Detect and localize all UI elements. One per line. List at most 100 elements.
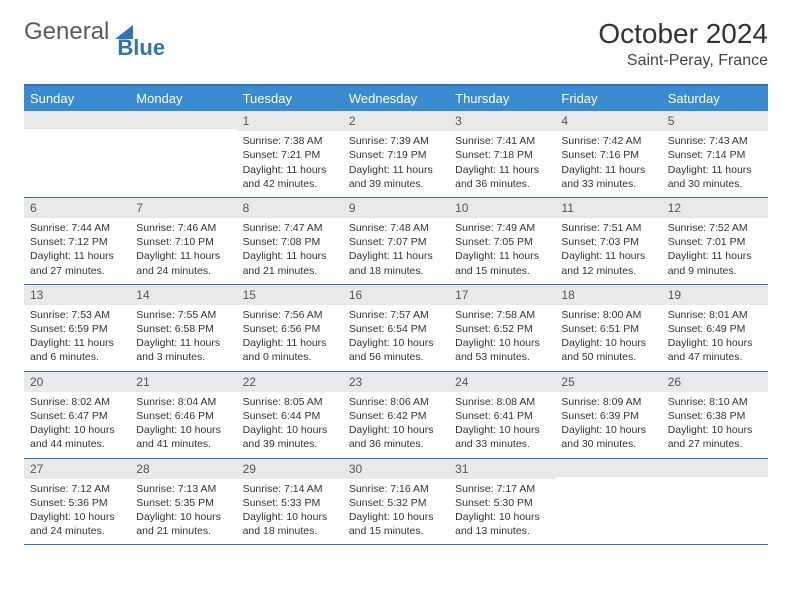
day-body: Sunrise: 8:02 AMSunset: 6:47 PMDaylight:… [24,392,130,458]
day-cell: 12Sunrise: 7:52 AMSunset: 7:01 PMDayligh… [662,198,768,284]
day-body [555,477,661,529]
daylight-text: Daylight: 10 hours and 24 minutes. [30,510,124,538]
daylight-text: Daylight: 11 hours and 3 minutes. [136,336,230,364]
sunset-text: Sunset: 6:58 PM [136,322,230,336]
day-number: 24 [449,372,555,392]
day-number: 21 [130,372,236,392]
day-number: 9 [343,198,449,218]
sunrise-text: Sunrise: 7:51 AM [561,221,655,235]
day-body: Sunrise: 7:52 AMSunset: 7:01 PMDaylight:… [662,218,768,284]
daylight-text: Daylight: 10 hours and 36 minutes. [349,423,443,451]
day-number: 11 [555,198,661,218]
day-cell: 15Sunrise: 7:56 AMSunset: 6:56 PMDayligh… [237,285,343,371]
day-body: Sunrise: 7:38 AMSunset: 7:21 PMDaylight:… [237,131,343,197]
day-cell: 5Sunrise: 7:43 AMSunset: 7:14 PMDaylight… [662,111,768,197]
day-body: Sunrise: 7:43 AMSunset: 7:14 PMDaylight:… [662,131,768,197]
day-cell: 25Sunrise: 8:09 AMSunset: 6:39 PMDayligh… [555,372,661,458]
day-number: 6 [24,198,130,218]
daylight-text: Daylight: 11 hours and 33 minutes. [561,163,655,191]
day-number: 16 [343,285,449,305]
day-body [24,129,130,181]
sunrise-text: Sunrise: 7:44 AM [30,221,124,235]
day-number: 5 [662,111,768,131]
sunset-text: Sunset: 7:19 PM [349,148,443,162]
sunset-text: Sunset: 7:18 PM [455,148,549,162]
sunset-text: Sunset: 5:30 PM [455,496,549,510]
location-label: Saint-Peray, France [598,52,768,70]
day-body [662,477,768,529]
day-number: 29 [237,459,343,479]
sunset-text: Sunset: 7:16 PM [561,148,655,162]
logo-text-blue: Blue [117,35,165,61]
day-body: Sunrise: 7:57 AMSunset: 6:54 PMDaylight:… [343,305,449,371]
daylight-text: Daylight: 10 hours and 21 minutes. [136,510,230,538]
day-cell: 1Sunrise: 7:38 AMSunset: 7:21 PMDaylight… [237,111,343,197]
day-body: Sunrise: 7:44 AMSunset: 7:12 PMDaylight:… [24,218,130,284]
sunrise-text: Sunrise: 7:39 AM [349,134,443,148]
day-number [662,459,768,477]
week-row: 1Sunrise: 7:38 AMSunset: 7:21 PMDaylight… [24,111,768,198]
daylight-text: Daylight: 10 hours and 39 minutes. [243,423,337,451]
sunset-text: Sunset: 6:52 PM [455,322,549,336]
day-number: 28 [130,459,236,479]
logo: General Blue [24,18,163,46]
sunrise-text: Sunrise: 8:00 AM [561,308,655,322]
day-body: Sunrise: 8:01 AMSunset: 6:49 PMDaylight:… [662,305,768,371]
daylight-text: Daylight: 11 hours and 30 minutes. [668,163,762,191]
daylight-text: Daylight: 11 hours and 18 minutes. [349,249,443,277]
day-cell: 24Sunrise: 8:08 AMSunset: 6:41 PMDayligh… [449,372,555,458]
sunrise-text: Sunrise: 8:01 AM [668,308,762,322]
day-body: Sunrise: 7:13 AMSunset: 5:35 PMDaylight:… [130,479,236,545]
day-header-cell: Monday [130,86,236,111]
day-header-cell: Thursday [449,86,555,111]
sunset-text: Sunset: 6:49 PM [668,322,762,336]
day-cell: 9Sunrise: 7:48 AMSunset: 7:07 PMDaylight… [343,198,449,284]
day-cell [662,459,768,545]
sunset-text: Sunset: 6:39 PM [561,409,655,423]
day-cell: 30Sunrise: 7:16 AMSunset: 5:32 PMDayligh… [343,459,449,545]
calendar: SundayMondayTuesdayWednesdayThursdayFrid… [24,84,768,545]
header: General Blue October 2024 Saint-Peray, F… [24,18,768,70]
day-body [130,129,236,181]
day-body: Sunrise: 7:51 AMSunset: 7:03 PMDaylight:… [555,218,661,284]
day-number: 12 [662,198,768,218]
sunset-text: Sunset: 5:35 PM [136,496,230,510]
daylight-text: Daylight: 11 hours and 9 minutes. [668,249,762,277]
sunset-text: Sunset: 6:38 PM [668,409,762,423]
sunset-text: Sunset: 7:14 PM [668,148,762,162]
day-cell: 28Sunrise: 7:13 AMSunset: 5:35 PMDayligh… [130,459,236,545]
daylight-text: Daylight: 11 hours and 42 minutes. [243,163,337,191]
day-number: 3 [449,111,555,131]
day-body: Sunrise: 8:00 AMSunset: 6:51 PMDaylight:… [555,305,661,371]
day-number: 10 [449,198,555,218]
sunset-text: Sunset: 5:32 PM [349,496,443,510]
day-number: 23 [343,372,449,392]
sunrise-text: Sunrise: 7:46 AM [136,221,230,235]
day-body: Sunrise: 7:58 AMSunset: 6:52 PMDaylight:… [449,305,555,371]
daylight-text: Daylight: 10 hours and 50 minutes. [561,336,655,364]
day-number: 19 [662,285,768,305]
sunrise-text: Sunrise: 7:53 AM [30,308,124,322]
day-body: Sunrise: 7:48 AMSunset: 7:07 PMDaylight:… [343,218,449,284]
sunrise-text: Sunrise: 8:02 AM [30,395,124,409]
sunset-text: Sunset: 6:44 PM [243,409,337,423]
day-cell: 17Sunrise: 7:58 AMSunset: 6:52 PMDayligh… [449,285,555,371]
day-number: 31 [449,459,555,479]
sunrise-text: Sunrise: 8:09 AM [561,395,655,409]
day-number: 2 [343,111,449,131]
daylight-text: Daylight: 10 hours and 30 minutes. [561,423,655,451]
sunset-text: Sunset: 6:59 PM [30,322,124,336]
day-header-cell: Wednesday [343,86,449,111]
day-number: 22 [237,372,343,392]
daylight-text: Daylight: 10 hours and 44 minutes. [30,423,124,451]
day-cell: 10Sunrise: 7:49 AMSunset: 7:05 PMDayligh… [449,198,555,284]
week-row: 13Sunrise: 7:53 AMSunset: 6:59 PMDayligh… [24,285,768,372]
sunrise-text: Sunrise: 7:12 AM [30,482,124,496]
sunset-text: Sunset: 6:41 PM [455,409,549,423]
day-body: Sunrise: 8:09 AMSunset: 6:39 PMDaylight:… [555,392,661,458]
daylight-text: Daylight: 10 hours and 27 minutes. [668,423,762,451]
day-cell: 13Sunrise: 7:53 AMSunset: 6:59 PMDayligh… [24,285,130,371]
day-body: Sunrise: 7:53 AMSunset: 6:59 PMDaylight:… [24,305,130,371]
day-cell [555,459,661,545]
daylight-text: Daylight: 11 hours and 12 minutes. [561,249,655,277]
